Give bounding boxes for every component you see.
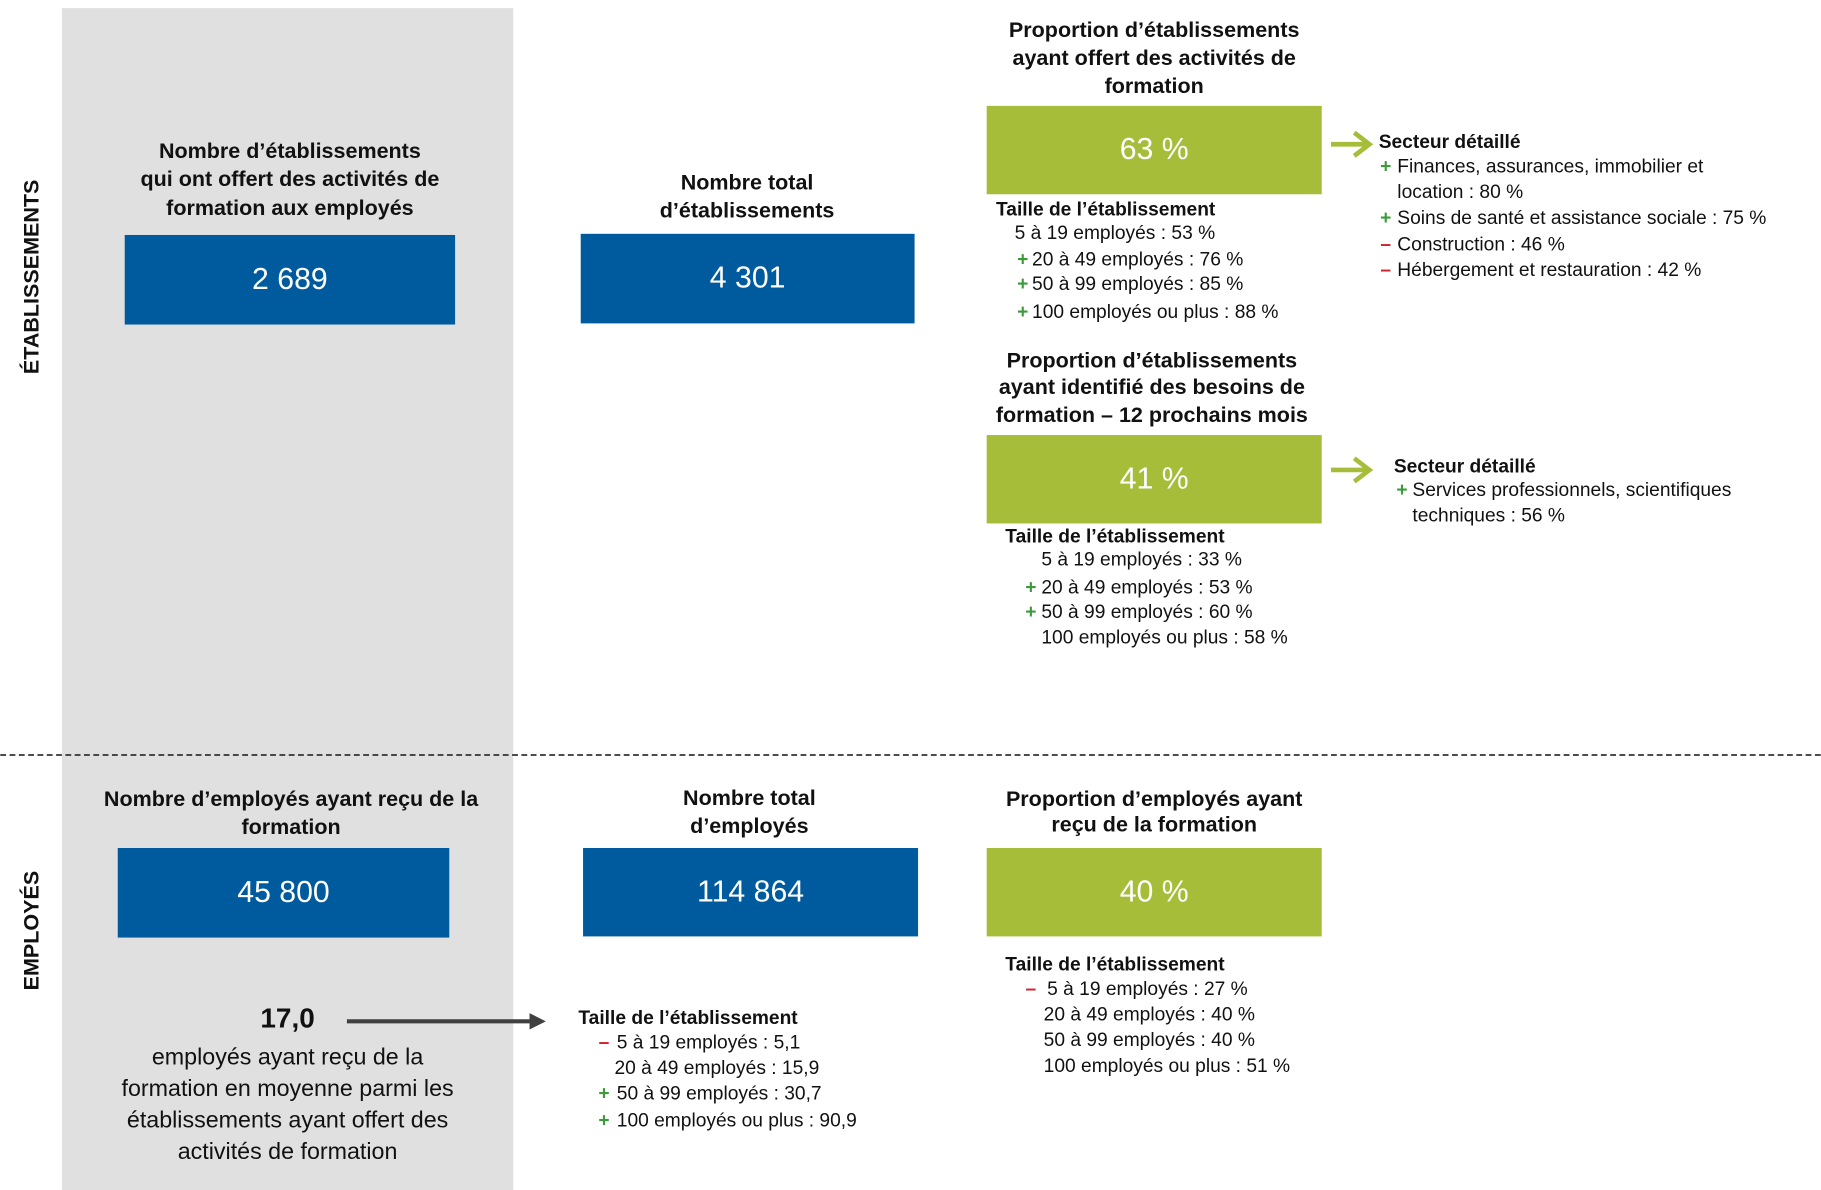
list-sign: + xyxy=(1017,250,1028,271)
list-sign: + xyxy=(1380,157,1391,178)
arrow-head xyxy=(1352,456,1374,484)
card-box xyxy=(986,435,1322,524)
list-title: Taille de l’établissement xyxy=(996,200,1216,221)
list-sign: – xyxy=(1026,979,1037,1000)
list-item: techniques : 56 % xyxy=(1412,506,1565,527)
card-box xyxy=(117,848,450,938)
card-title: formation xyxy=(1105,74,1204,98)
list-sign: + xyxy=(1025,578,1036,599)
list-item: 20 à 49 employés : 76 % xyxy=(1032,250,1243,271)
list-sign: + xyxy=(1025,602,1036,623)
list-sign: + xyxy=(1017,274,1028,295)
card-title: Proportion d’employés ayant xyxy=(1006,787,1303,811)
list-item: 20 à 49 employés : 53 % xyxy=(1041,578,1252,599)
list-item: 5 à 19 employés : 53 % xyxy=(1015,223,1216,244)
card-title: ayant offert des activités de xyxy=(1012,46,1295,70)
list-title: Secteur détaillé xyxy=(1379,132,1521,153)
card-title: qui ont offert des activités de xyxy=(140,167,439,191)
card-title: ayant identifié des besoins de xyxy=(999,375,1305,399)
card-value: 41 % xyxy=(1120,462,1189,495)
list-item: 20 à 49 employés : 15,9 xyxy=(614,1058,819,1079)
list-sign: + xyxy=(598,1110,609,1131)
list-item: 5 à 19 employés : 5,1 xyxy=(617,1032,800,1053)
card-box xyxy=(583,848,919,937)
list-sign: – xyxy=(1380,260,1391,281)
card-title: Nombre total xyxy=(683,786,816,810)
list-item: 20 à 49 employés : 40 % xyxy=(1044,1005,1255,1026)
list-title: Taille de l’établissement xyxy=(578,1008,798,1029)
average-text: établissements ayant offert des xyxy=(127,1107,448,1133)
list-item: 100 employés ou plus : 58 % xyxy=(1041,628,1287,649)
list-item: Construction : 46 % xyxy=(1397,235,1564,256)
list-item: 100 employés ou plus : 88 % xyxy=(1032,302,1278,323)
list-sign: – xyxy=(599,1032,610,1053)
average-text: employés ayant reçu de la xyxy=(152,1044,423,1070)
list-item: 50 à 99 employés : 30,7 xyxy=(617,1084,822,1105)
arrow-head xyxy=(1352,130,1374,158)
list-item: Hébergement et restauration : 42 % xyxy=(1397,260,1701,281)
card-box xyxy=(986,105,1322,195)
card-title: Nombre d’établissements xyxy=(159,139,421,163)
list-title: Secteur détaillé xyxy=(1394,457,1536,478)
section-label: EMPLOYÉS xyxy=(19,871,44,991)
card-box xyxy=(986,848,1322,937)
card-box xyxy=(580,233,915,324)
list-item: 50 à 99 employés : 40 % xyxy=(1044,1030,1255,1051)
list-item: location : 80 % xyxy=(1397,182,1523,203)
card-box xyxy=(124,234,456,325)
card-value: 2 689 xyxy=(252,263,328,296)
card-value: 40 % xyxy=(1120,875,1189,908)
card-title: reçu de la formation xyxy=(1051,813,1257,837)
card-title: d’établissements xyxy=(660,198,835,222)
card-title: formation xyxy=(241,815,340,839)
average-text: formation en moyenne parmi les xyxy=(122,1075,454,1101)
card-value: 63 % xyxy=(1120,133,1189,166)
card-title: Nombre total xyxy=(681,170,814,194)
list-item: 50 à 99 employés : 60 % xyxy=(1041,602,1252,623)
average-value: 17,0 xyxy=(260,1003,314,1034)
list-sign: + xyxy=(1017,302,1028,323)
highlight-panel xyxy=(61,8,514,1190)
card-title: Nombre d’employés ayant reçu de la xyxy=(104,787,479,811)
average-text: activités de formation xyxy=(178,1138,398,1164)
list-item: 100 employés ou plus : 51 % xyxy=(1044,1056,1290,1077)
card-title: Proportion d’établissements xyxy=(1009,18,1300,42)
card-value: 4 301 xyxy=(710,262,786,295)
card-title: d’employés xyxy=(690,814,808,838)
card-title: Proportion d’établissements xyxy=(1007,348,1298,372)
card-value: 114 864 xyxy=(697,875,804,908)
list-item: Finances, assurances, immobilier et xyxy=(1397,157,1704,178)
list-item: 5 à 19 employés : 27 % xyxy=(1047,979,1248,1000)
list-item: 50 à 99 employés : 85 % xyxy=(1032,274,1243,295)
list-sign: + xyxy=(1380,208,1391,229)
list-sign: + xyxy=(1396,480,1407,501)
list-title: Taille de l’établissement xyxy=(1005,526,1225,547)
list-item: Services professionnels, scientifiques xyxy=(1412,480,1731,501)
card-value: 45 800 xyxy=(237,876,329,909)
list-item: Soins de santé et assistance sociale : 7… xyxy=(1397,208,1766,229)
section-label: ÉTABLISSEMENTS xyxy=(19,180,44,374)
list-item: 5 à 19 employés : 33 % xyxy=(1041,550,1242,571)
list-sign: – xyxy=(1380,235,1391,256)
list-item: 100 employés ou plus : 90,9 xyxy=(617,1110,857,1131)
list-title: Taille de l’établissement xyxy=(1005,955,1225,976)
list-sign: + xyxy=(598,1084,609,1105)
card-title: formation aux employés xyxy=(166,196,414,220)
card-title: formation – 12 prochains mois xyxy=(996,403,1308,427)
